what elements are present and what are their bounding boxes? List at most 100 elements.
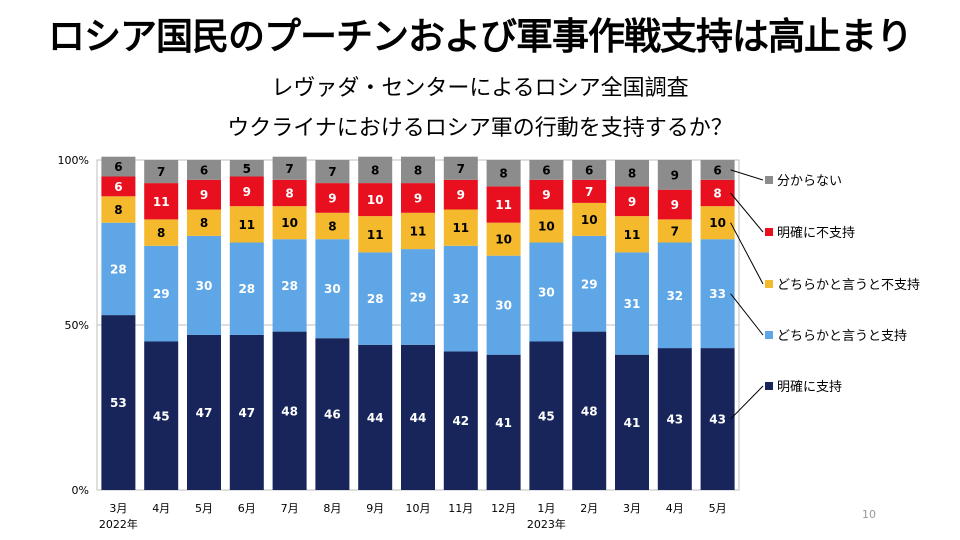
data-label: 53 xyxy=(110,396,127,410)
bar-segment xyxy=(229,176,264,207)
data-label: 28 xyxy=(281,279,298,293)
data-label: 47 xyxy=(238,406,255,420)
data-label: 8 xyxy=(285,187,293,201)
slide-title: ロシア国民のプーチンおよび軍事作戦支持は高止まり xyxy=(48,15,913,58)
legend-leader-line xyxy=(730,192,764,233)
bar-segment xyxy=(615,186,649,217)
data-label: 11 xyxy=(495,198,512,212)
data-label: 11 xyxy=(367,228,384,242)
x-year-label: 2023年 xyxy=(527,517,566,531)
data-label: 28 xyxy=(367,292,384,306)
bar-segment xyxy=(443,156,478,180)
data-label: 43 xyxy=(709,413,726,427)
bar-segment xyxy=(272,179,307,207)
legend-label: 分からない xyxy=(777,174,842,189)
bar-segment xyxy=(700,348,735,490)
data-label: 7 xyxy=(157,165,165,179)
data-label: 9 xyxy=(200,188,208,202)
bar-segment xyxy=(187,209,221,236)
bar-segment xyxy=(572,235,607,332)
bar-segment xyxy=(144,219,179,246)
x-year-label: 2022年 xyxy=(99,517,138,531)
data-label: 8 xyxy=(628,167,636,181)
legend-swatch xyxy=(765,176,773,184)
legend-swatch xyxy=(765,331,773,339)
data-label: 8 xyxy=(328,220,336,234)
bar-segment xyxy=(144,160,179,184)
bar-segment xyxy=(529,242,564,342)
data-label: 9 xyxy=(671,168,679,182)
bar-segment xyxy=(700,160,735,180)
legend-label: どちらかと言うと不支持 xyxy=(777,278,920,293)
data-label: 30 xyxy=(538,286,555,300)
bar-segment xyxy=(315,183,350,213)
data-label: 43 xyxy=(666,413,683,427)
data-label: 11 xyxy=(153,195,170,209)
bar-segment xyxy=(144,341,179,490)
bar-segment xyxy=(229,206,264,243)
data-label: 8 xyxy=(114,203,122,217)
x-tick-label: 5月 xyxy=(709,502,727,515)
data-label: 45 xyxy=(153,409,170,423)
bar-segment xyxy=(529,209,564,243)
bar-segment xyxy=(700,179,735,207)
data-label: 29 xyxy=(410,290,427,304)
x-tick-label: 4月 xyxy=(152,502,170,515)
bar-segment xyxy=(615,252,649,355)
data-label: 9 xyxy=(542,188,550,202)
bar-segment xyxy=(315,239,350,339)
bar-segment xyxy=(401,249,435,345)
data-label: 11 xyxy=(624,228,641,242)
bar-segment xyxy=(101,176,136,197)
data-label: 9 xyxy=(328,191,336,205)
data-label: 32 xyxy=(452,292,469,306)
bar-segment xyxy=(657,219,692,243)
data-label: 10 xyxy=(709,216,726,230)
bar-segment xyxy=(229,160,264,177)
legend-swatch xyxy=(765,228,773,236)
data-label: 46 xyxy=(324,408,341,422)
bar-segment xyxy=(657,189,692,220)
bar-segment xyxy=(144,183,179,220)
data-label: 9 xyxy=(628,195,636,209)
slide-subtitle-question: ウクライナにおけるロシア軍の行動を支持するか？ xyxy=(227,116,733,141)
data-label: 6 xyxy=(114,180,122,194)
legend-leader-line xyxy=(730,293,764,336)
data-label: 42 xyxy=(452,414,469,428)
data-label: 7 xyxy=(328,165,336,179)
data-label: 48 xyxy=(281,404,298,418)
y-tick-label: 50% xyxy=(65,319,89,332)
bar-segment xyxy=(486,222,521,256)
bar-segment xyxy=(101,196,136,223)
data-label: 28 xyxy=(238,282,255,296)
bar-segment xyxy=(101,222,136,316)
data-label: 8 xyxy=(414,163,422,177)
data-label: 44 xyxy=(410,411,427,425)
bar-segment xyxy=(486,160,521,187)
data-label: 8 xyxy=(371,163,379,177)
bar-segment xyxy=(572,202,607,236)
bar-segment xyxy=(358,183,393,217)
data-label: 7 xyxy=(285,162,293,176)
bar-segment xyxy=(144,245,179,342)
bar-segment xyxy=(615,216,649,253)
bar-segment xyxy=(700,206,735,240)
data-label: 47 xyxy=(196,406,213,420)
bar-segment xyxy=(401,344,435,490)
legend-label: 明確に支持 xyxy=(777,379,842,395)
bar-segment xyxy=(358,344,393,490)
data-label: 30 xyxy=(495,299,512,313)
bar-segment xyxy=(401,156,435,184)
bar-segment xyxy=(315,212,350,240)
data-label: 10 xyxy=(538,220,555,234)
bar-segment xyxy=(443,209,478,246)
bar-segment xyxy=(486,354,521,490)
data-label: 9 xyxy=(671,198,679,212)
data-label: 6 xyxy=(713,163,721,177)
x-tick-label: 6月 xyxy=(238,502,256,515)
data-label: 28 xyxy=(110,262,127,276)
bar-segment xyxy=(700,239,735,349)
legend-label: どちらかと言うと支持 xyxy=(777,329,907,344)
data-label: 7 xyxy=(671,224,679,238)
x-tick-label: 4月 xyxy=(666,502,684,515)
